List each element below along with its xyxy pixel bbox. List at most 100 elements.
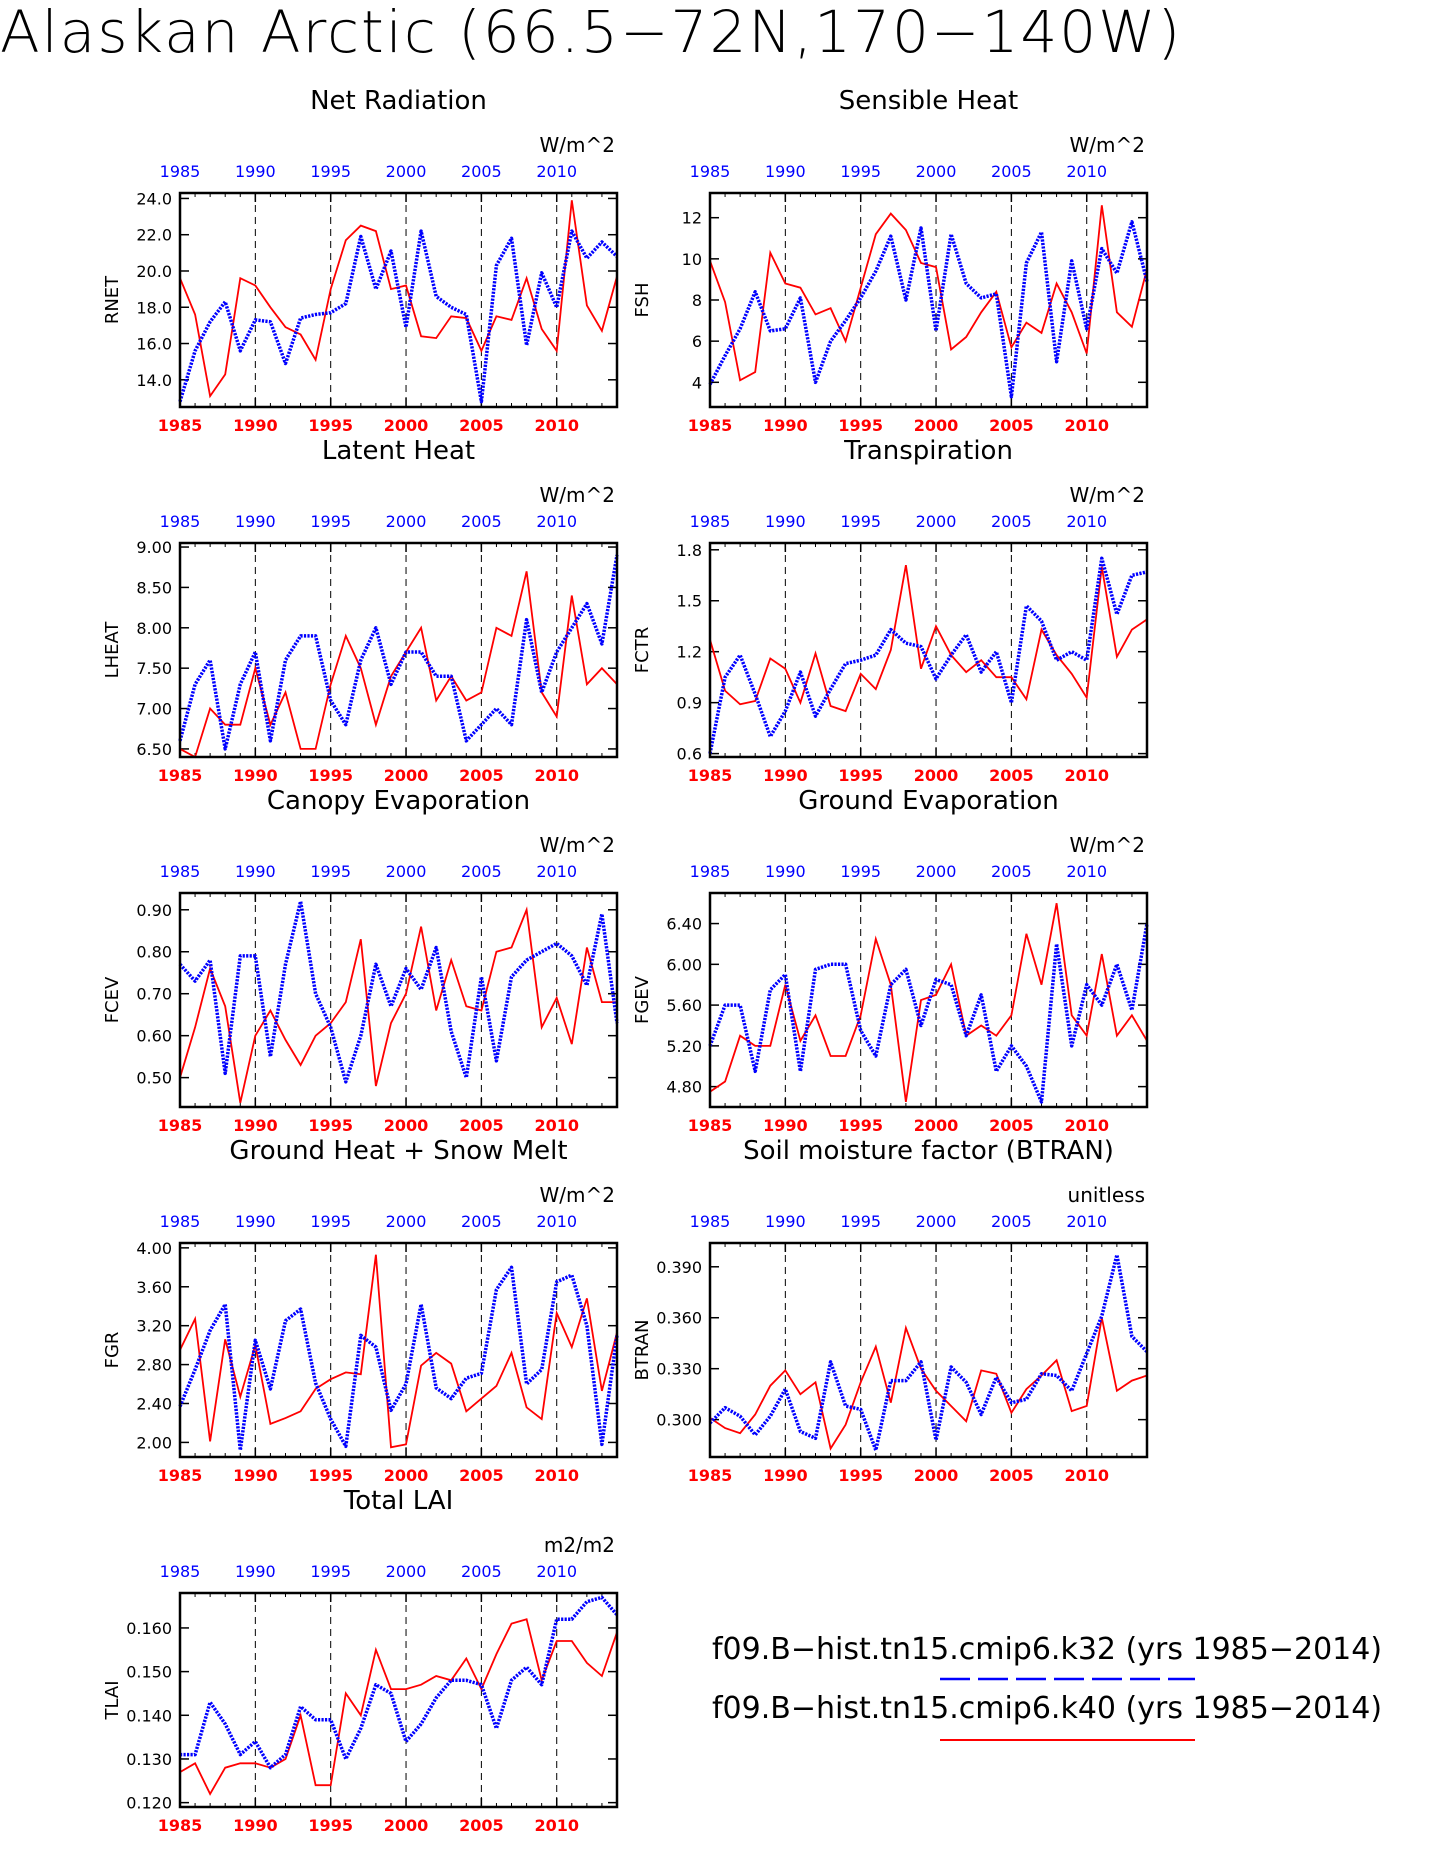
series-line-k40 [179, 906, 617, 1103]
xtick-label-bottom: 2005 [989, 1116, 1034, 1135]
xtick-label-top: 2000 [916, 862, 957, 881]
legend-label-k32: f09.B−hist.tn15.cmip6.k32 (yrs 1985−2014… [712, 1632, 1382, 1667]
xtick-label-bottom: 1990 [763, 766, 808, 785]
panel-tlai: Total LAI m2/m2 1985 1985 1990 1990 1995 1995 20… [102, 1486, 619, 1835]
xtick-label-top: 2005 [991, 162, 1032, 181]
xtick-label-top: 2010 [536, 862, 577, 881]
panel-fgr: Ground Heat + Snow Melt W/m^2 1985 1985 1990… [102, 1136, 619, 1485]
series-line-k32 [180, 1595, 619, 1770]
xtick-label-bottom: 2000 [384, 1466, 429, 1485]
panel-fcev: Canopy Evaporation W/m^2 1985 1985 1990 1990 1… [102, 786, 619, 1135]
plot-frame [178, 891, 619, 1109]
ytick-label: 10 [682, 250, 702, 269]
ytick-label: 0.9 [677, 694, 702, 713]
ytick-label: 4.80 [666, 1078, 702, 1097]
y-axis-label: RNET [102, 275, 123, 324]
units-label: W/m^2 [1070, 133, 1145, 157]
ytick-label: 1.2 [677, 643, 702, 662]
xtick-label-bottom: 2005 [459, 766, 504, 785]
xtick-label-bottom: 1990 [233, 1466, 278, 1485]
xtick-label-bottom: 1995 [308, 766, 353, 785]
xtick-label-top: 1990 [765, 1212, 806, 1231]
units-label: unitless [1068, 1183, 1145, 1207]
y-axis-label: FCTR [632, 627, 653, 673]
xtick-label-top: 1990 [235, 1562, 276, 1581]
xtick-label-top: 1985 [160, 512, 201, 531]
xtick-label-top: 1990 [765, 862, 806, 881]
ytick-label: 9.00 [136, 538, 172, 557]
xtick-label-bottom: 2005 [989, 416, 1034, 435]
xtick-label-top: 1995 [310, 512, 351, 531]
xtick-label-top: 2000 [386, 162, 427, 181]
xtick-label-top: 1995 [310, 1562, 351, 1581]
xtick-label-bottom: 1985 [688, 1466, 733, 1485]
xtick-label-top: 2005 [461, 512, 502, 531]
series-line-k32 [178, 554, 619, 751]
xtick-label-bottom: 1995 [838, 1116, 883, 1135]
xtick-label-bottom: 2000 [914, 766, 959, 785]
ytick-label: 22.0 [136, 226, 172, 245]
xtick-label-bottom: 1985 [158, 1466, 203, 1485]
plot-frame [708, 191, 1149, 409]
ytick-label: 16.0 [136, 335, 172, 354]
xtick-label-top: 1985 [690, 162, 731, 181]
xtick-label-bottom: 2000 [384, 416, 429, 435]
xtick-label-top: 1985 [160, 862, 201, 881]
xtick-label-bottom: 2005 [989, 766, 1034, 785]
units-label: W/m^2 [540, 833, 615, 857]
xtick-label-bottom: 1985 [158, 416, 203, 435]
units-label: W/m^2 [540, 1183, 615, 1207]
xtick-label-top: 1995 [310, 162, 351, 181]
panel-title: Transpiration [843, 436, 1013, 466]
ytick-label: 0.6 [677, 745, 702, 764]
panel-title: Net Radiation [310, 86, 487, 116]
xtick-label-top: 1990 [235, 1212, 276, 1231]
legend-label-k40: f09.B−hist.tn15.cmip6.k40 (yrs 1985−2014… [712, 1691, 1382, 1726]
xtick-label-bottom: 1995 [308, 1116, 353, 1135]
plot-frame [708, 891, 1149, 1109]
units-label: m2/m2 [544, 1533, 615, 1557]
xtick-label-top: 1995 [840, 862, 881, 881]
plot-frame [178, 541, 619, 759]
xtick-label-top: 2010 [1066, 512, 1107, 531]
xtick-label-top: 2000 [386, 1562, 427, 1581]
panel-fsh: Sensible Heat W/m^2 1985 1985 1990 1990 1995 19… [632, 86, 1149, 435]
panels: Net Radiation W/m^2 1985 1985 1990 1990 1995 19… [102, 86, 1149, 1835]
series-line-k32 [178, 1265, 619, 1452]
xtick-label-top: 2010 [536, 1562, 577, 1581]
xtick-label-bottom: 2010 [534, 1816, 579, 1835]
xtick-label-bottom: 1985 [158, 766, 203, 785]
ytick-label: 0.80 [136, 943, 172, 962]
ytick-label: 14.0 [136, 371, 172, 390]
ytick-label: 24.0 [136, 189, 172, 208]
xtick-label-top: 1985 [160, 162, 201, 181]
xtick-label-top: 2010 [536, 162, 577, 181]
ytick-label: 6.50 [136, 740, 172, 759]
units-label: W/m^2 [540, 483, 615, 507]
xtick-label-bottom: 1995 [308, 416, 353, 435]
y-axis-label: FGEV [632, 975, 653, 1024]
xtick-label-top: 1995 [840, 162, 881, 181]
y-axis-label: FSH [632, 283, 653, 318]
series-line-k40 [709, 1317, 1148, 1451]
xtick-label-bottom: 2010 [534, 416, 579, 435]
xtick-label-top: 2005 [461, 162, 502, 181]
panel-title: Sensible Heat [839, 86, 1018, 116]
xtick-label-bottom: 1995 [838, 766, 883, 785]
ytick-label: 12 [682, 209, 702, 228]
ytick-label: 0.90 [136, 901, 172, 920]
xtick-label-top: 1985 [690, 1212, 731, 1231]
y-axis-label: LHEAT [102, 621, 123, 679]
xtick-label-top: 2010 [1066, 862, 1107, 881]
panel-title: Canopy Evaporation [267, 786, 530, 816]
xtick-label-top: 2000 [386, 862, 427, 881]
ytick-label: 8.00 [136, 619, 172, 638]
ytick-label: 0.300 [656, 1411, 702, 1430]
xtick-label-bottom: 1990 [233, 1816, 278, 1835]
xtick-label-bottom: 2010 [534, 1466, 579, 1485]
series-line-k32 [708, 220, 1149, 399]
xtick-label-bottom: 2000 [914, 416, 959, 435]
ytick-label: 8 [692, 291, 702, 310]
xtick-label-bottom: 2000 [384, 766, 429, 785]
ytick-label: 1.5 [677, 592, 702, 611]
